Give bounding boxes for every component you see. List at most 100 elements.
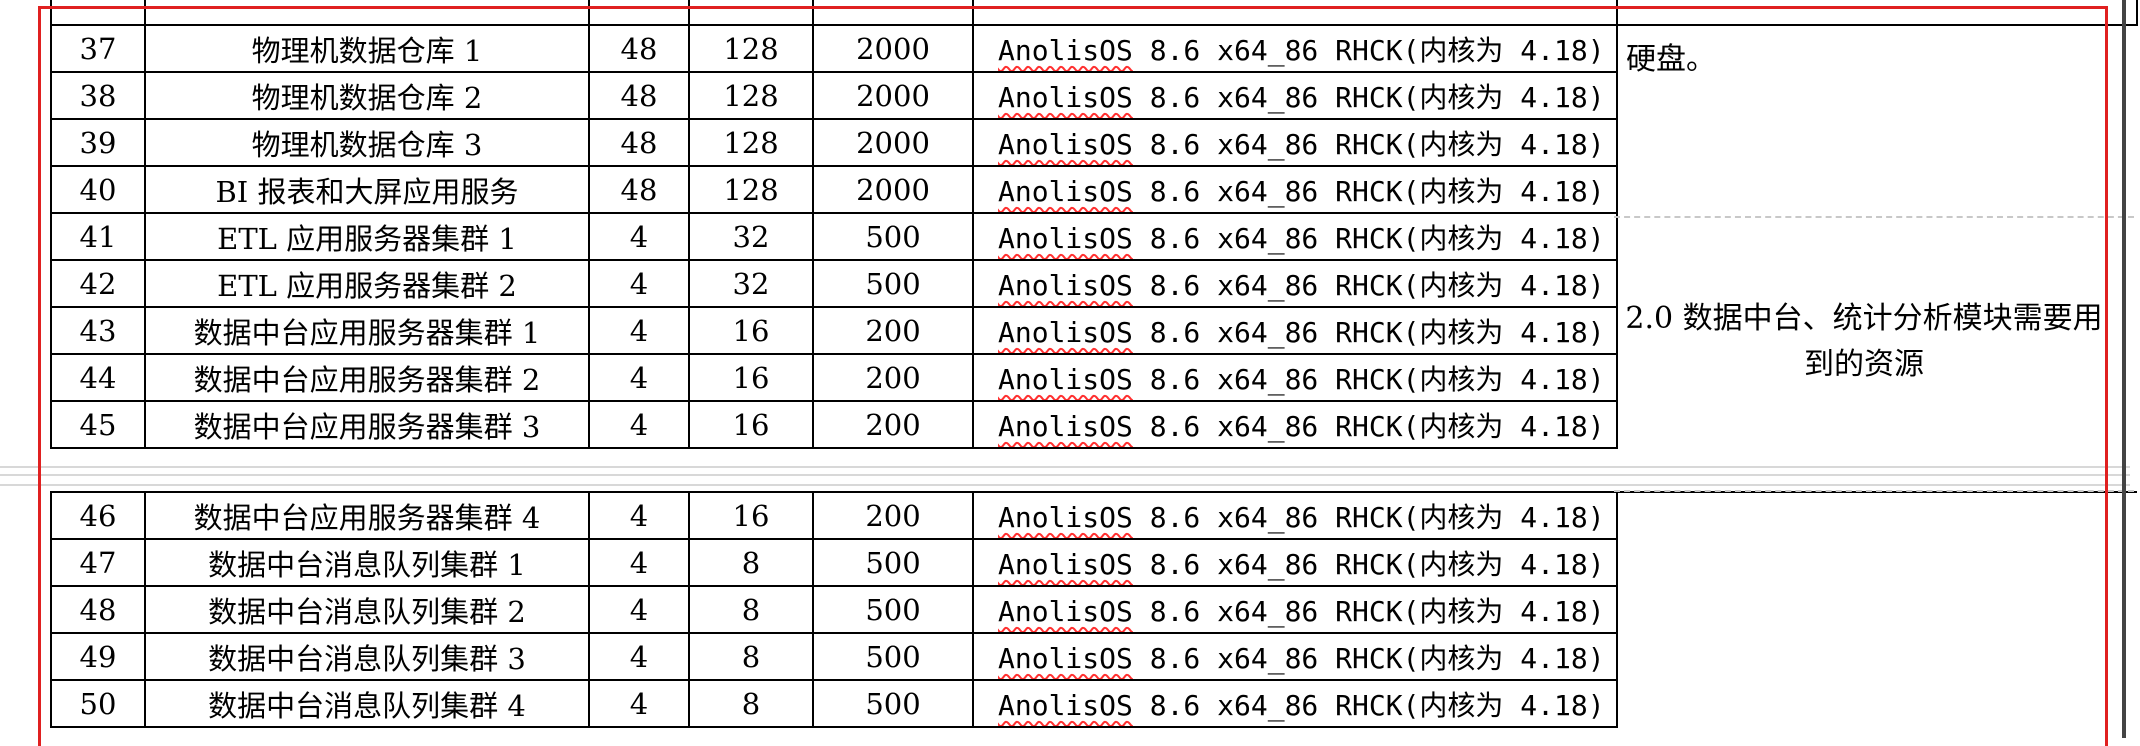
table-row: 45 数据中台应用服务器集群 3 4 16 200 AnolisOS 8.6 x64_86… [50,400,2137,449]
row-number-cell: 47 [50,538,146,587]
os-version-text: 8.6 x64_86 RHCK(内核为 4.18) [1132,641,1605,675]
table-row: 47 数据中台消息队列集群 1 4 8 500 AnolisOS 8.6 x64_86 R… [50,538,2137,587]
row-number-cell: 41 [50,212,146,261]
os-version-text: 8.6 x64_86 RHCK(内核为 4.18) [1132,688,1605,722]
table-row: 50 数据中台消息队列集群 4 4 8 500 AnolisOS 8.6 x64_86 R… [50,679,2137,728]
table-row: 40 BI 报表和大屏应用服务 48 128 2000 AnolisOS 8.6 x64_… [50,165,2137,214]
table-row: 39 物理机数据仓库 3 48 128 2000 AnolisOS 8.6 x64_86 … [50,118,2137,167]
table-row: 44 数据中台应用服务器集群 2 4 16 200 AnolisOS 8.6 x64_86… [50,353,2137,402]
row-number-cell: 46 [50,491,146,540]
table-cell-cut-off [972,0,1618,26]
server-name-cell: 数据中台消息队列集群 3 [144,632,590,681]
os-vendor-text: AnolisOS [998,500,1133,534]
server-name-cell: 数据中台消息队列集群 2 [144,585,590,634]
server-name-cell: 数据中台应用服务器集群 4 [144,491,590,540]
cpu-cores-cell: 4 [588,585,690,634]
os-vendor-text: AnolisOS [998,315,1133,349]
os-vendor-text: AnolisOS [998,688,1133,722]
row-number-cell: 48 [50,585,146,634]
table-cell-cut-off [1616,0,2138,26]
table-row: 38 物理机数据仓库 2 48 128 2000 AnolisOS 8.6 x64_86 … [50,71,2137,120]
row-number-cell: 39 [50,118,146,167]
os-vendor-text: AnolisOS [998,127,1133,161]
cpu-cores-cell: 48 [588,118,690,167]
os-vendor-text: AnolisOS [998,221,1133,255]
disk-cell: 200 [812,306,974,355]
memory-cell: 8 [688,585,814,634]
disk-cell: 500 [812,632,974,681]
disk-cell: 500 [812,212,974,261]
cpu-cores-cell: 4 [588,538,690,587]
memory-cell: 8 [688,632,814,681]
server-name-cell: ETL 应用服务器集群 1 [144,212,590,261]
cpu-cores-cell: 48 [588,165,690,214]
disk-cell: 200 [812,491,974,540]
os-version-cell: AnolisOS 8.6 x64_86 RHCK(内核为 4.18) [972,259,1618,308]
disk-cell: 2000 [812,71,974,120]
memory-cell: 128 [688,24,814,73]
os-version-text: 8.6 x64_86 RHCK(内核为 4.18) [1132,221,1605,255]
row-number-cell: 40 [50,165,146,214]
os-version-cell: AnolisOS 8.6 x64_86 RHCK(内核为 4.18) [972,165,1618,214]
os-version-text: 8.6 x64_86 RHCK(内核为 4.18) [1132,268,1605,302]
os-version-cell: AnolisOS 8.6 x64_86 RHCK(内核为 4.18) [972,306,1618,355]
memory-cell: 128 [688,165,814,214]
table-row: 42 ETL 应用服务器集群 2 4 32 500 AnolisOS 8.6 x64_86… [50,259,2137,308]
os-version-cell: AnolisOS 8.6 x64_86 RHCK(内核为 4.18) [972,491,1618,540]
row-number-cell: 50 [50,679,146,728]
disk-cell: 200 [812,353,974,402]
memory-cell: 32 [688,259,814,308]
memory-cell: 8 [688,679,814,728]
os-version-text: 8.6 x64_86 RHCK(内核为 4.18) [1132,362,1605,396]
os-version-text: 8.6 x64_86 RHCK(内核为 4.18) [1132,127,1605,161]
cpu-cores-cell: 4 [588,259,690,308]
cpu-cores-cell: 4 [588,491,690,540]
note-cell-divider [1614,490,2134,492]
row-number-cell: 45 [50,400,146,449]
server-name-cell: 数据中台应用服务器集群 3 [144,400,590,449]
cpu-cores-cell: 4 [588,679,690,728]
page-break-line [0,484,2130,486]
disk-cell: 500 [812,538,974,587]
server-name-cell: 数据中台消息队列集群 1 [144,538,590,587]
os-version-text: 8.6 x64_86 RHCK(内核为 4.18) [1132,409,1605,443]
memory-cell: 16 [688,491,814,540]
table-cell-cut-off [688,0,814,26]
os-version-cell: AnolisOS 8.6 x64_86 RHCK(内核为 4.18) [972,118,1618,167]
page-break-line [0,474,2130,476]
os-vendor-text: AnolisOS [998,33,1133,67]
server-name-cell: 物理机数据仓库 1 [144,24,590,73]
server-name-cell: 物理机数据仓库 3 [144,118,590,167]
memory-cell: 16 [688,400,814,449]
os-vendor-text: AnolisOS [998,594,1133,628]
remarks-cell [1616,491,2137,727]
os-version-text: 8.6 x64_86 RHCK(内核为 4.18) [1132,315,1605,349]
cpu-cores-cell: 48 [588,24,690,73]
table-cell-cut-off [50,0,146,26]
disk-cell: 500 [812,259,974,308]
memory-cell: 16 [688,353,814,402]
os-vendor-text: AnolisOS [998,80,1133,114]
table-cell-cut-off [812,0,974,26]
os-version-cell: AnolisOS 8.6 x64_86 RHCK(内核为 4.18) [972,585,1618,634]
memory-cell: 32 [688,212,814,261]
server-name-cell: ETL 应用服务器集群 2 [144,259,590,308]
table-cell-cut-off [144,0,590,26]
remarks-cell: 硬盘。 [1616,24,2137,448]
row-number-cell: 38 [50,71,146,120]
os-vendor-text: AnolisOS [998,641,1133,675]
os-version-cell: AnolisOS 8.6 x64_86 RHCK(内核为 4.18) [972,400,1618,449]
cpu-cores-cell: 48 [588,71,690,120]
os-version-cell: AnolisOS 8.6 x64_86 RHCK(内核为 4.18) [972,353,1618,402]
memory-cell: 8 [688,538,814,587]
table-row: 49 数据中台消息队列集群 3 4 8 500 AnolisOS 8.6 x64_86 R… [50,632,2137,681]
disk-cell: 2000 [812,24,974,73]
table-row: 43 数据中台应用服务器集群 1 4 16 200 AnolisOS 8.6 x64_86… [50,306,2137,355]
os-version-cell: AnolisOS 8.6 x64_86 RHCK(内核为 4.18) [972,24,1618,73]
os-vendor-text: AnolisOS [998,409,1133,443]
row-number-cell: 44 [50,353,146,402]
table-row-cut-off [50,0,2138,26]
os-vendor-text: AnolisOS [998,547,1133,581]
row-number-cell: 37 [50,24,146,73]
os-version-cell: AnolisOS 8.6 x64_86 RHCK(内核为 4.18) [972,632,1618,681]
